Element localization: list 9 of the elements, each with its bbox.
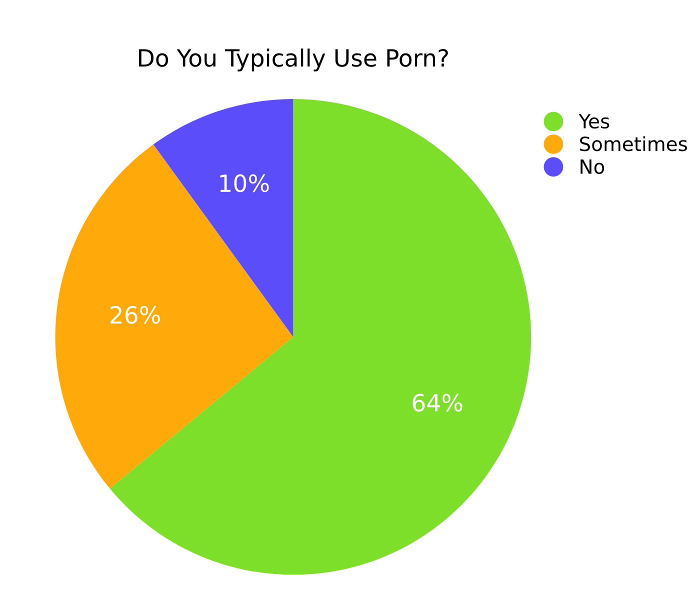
data-label: 26% <box>110 306 160 324</box>
pie-slice <box>55 144 294 489</box>
data-label: 10% <box>220 174 269 192</box>
legend-label: Sometimes <box>580 136 687 152</box>
pie-slice <box>110 99 532 575</box>
chart-title: Do You Typically Use Porn? <box>139 48 448 72</box>
legend-label: Yes <box>578 114 610 129</box>
data-label: 64% <box>412 394 462 412</box>
legend-label: No <box>580 160 604 174</box>
